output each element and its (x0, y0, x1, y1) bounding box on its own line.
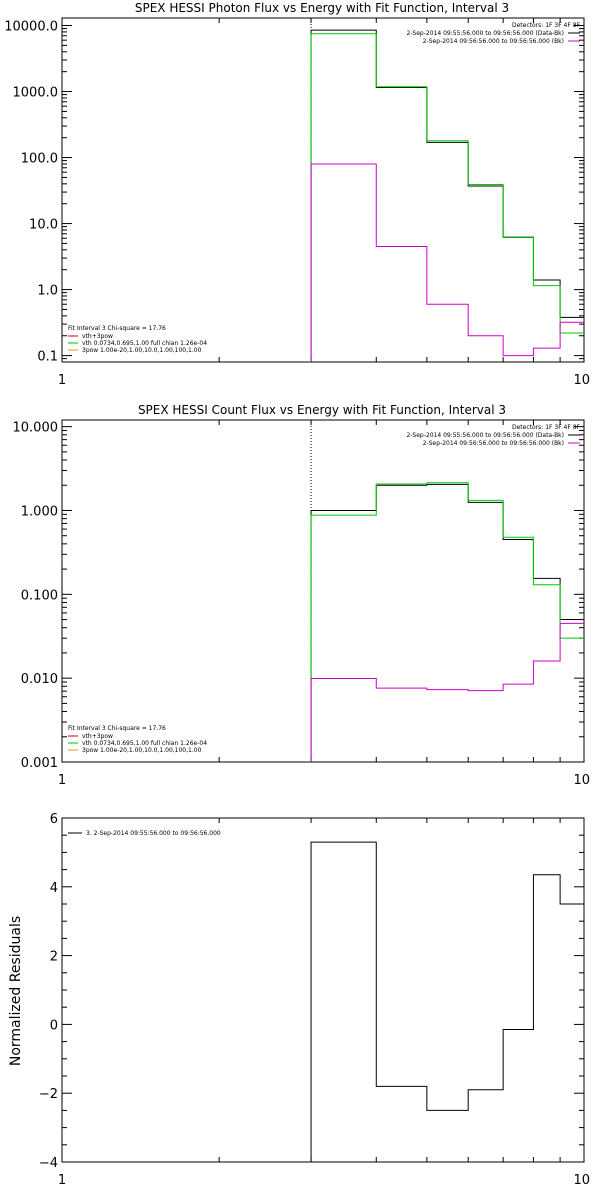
y-tick-label: 100.0 (21, 152, 58, 167)
fit-legend-header: Fit Interval 3 Chi-square = 17.76 (68, 325, 166, 332)
legend-entry: 2-Sep-2014 09:55:56.000 to 09:56:56.000 … (406, 30, 564, 37)
y-tick-label: 0.001 (21, 756, 58, 771)
x-tick-label: 1 (58, 373, 66, 388)
residuals-ylabel: Normalized Residuals (8, 916, 24, 1066)
plot-frame (61, 17, 585, 363)
series-2-histogram (310, 163, 584, 362)
fit-legend-entry: 3pow 1.00e-20,1.00,10.0,1.00,100,1.00 (82, 347, 202, 354)
fit-legend-entry: vth 0.0734,0.695,1.00 full chian 1.26e-0… (82, 740, 207, 747)
fit-legend-entry: vth 0.0734,0.695,1.00 full chian 1.26e-0… (82, 340, 207, 347)
legend-entry: 2-Sep-2014 09:56:56.000 to 09:56:56.000 … (423, 38, 564, 45)
legend-header: Detectors: 1F 3F 4F 8F (512, 22, 581, 29)
fit-legend-header: Fit Interval 3 Chi-square = 17.76 (68, 725, 166, 732)
legend-entry: 2-Sep-2014 09:56:56.000 to 09:56:56.000 … (423, 440, 564, 447)
plot-frame (61, 817, 585, 1163)
y-tick-label: 6 (50, 812, 58, 827)
x-tick-label: 10 (573, 373, 590, 388)
count-flux-panel: SPEX HESSI Count Flux vs Energy with Fit… (13, 403, 591, 788)
y-tick-label: 10000.0 (4, 20, 58, 35)
fit-legend-entry: vth+3pow (82, 733, 113, 740)
y-tick-label: 10.0 (29, 218, 58, 233)
x-tick-label: 1 (58, 773, 66, 788)
x-tick-label: 10 (573, 1173, 590, 1188)
legend-entry: 2-Sep-2014 09:55:56.000 to 09:56:56.000 … (406, 432, 564, 439)
y-tick-label: 2 (50, 950, 58, 965)
legend-header: Detectors: 1F 3F 4F 8F (512, 424, 581, 431)
y-tick-label: 0 (50, 1018, 58, 1033)
y-tick-label: 1.0 (37, 284, 58, 299)
residual-legend-entry: 3. 2-Sep-2014 09:55:56.000 to 09:56:56.0… (86, 830, 221, 837)
series-0-histogram (310, 841, 584, 1162)
x-tick-label: 1 (58, 1173, 66, 1188)
residuals-panel: Normalized Residuals 1 10 −4 −2 0 2 4 6 3. 2-Sep… (8, 812, 590, 1188)
series-2-histogram (310, 622, 584, 762)
y-tick-label: 0.010 (21, 672, 58, 687)
y-tick-label: 10.000 (13, 421, 59, 436)
y-tick-label: −4 (39, 1156, 58, 1171)
fit-legend-entry: 3pow 1.00e-20,1.00,10.0,1.00,100,1.00 (82, 747, 202, 754)
y-tick-label: 0.1 (37, 350, 58, 365)
count-flux-title: SPEX HESSI Count Flux vs Energy with Fit… (138, 403, 506, 417)
y-tick-label: 0.100 (21, 588, 58, 603)
y-tick-label: 1.000 (21, 504, 58, 519)
y-tick-label: 4 (50, 881, 58, 896)
photon-flux-title: SPEX HESSI Photon Flux vs Energy with Fi… (135, 1, 509, 15)
plot-frame (61, 419, 585, 763)
y-tick-label: 1000.0 (13, 86, 59, 101)
series-1-histogram (310, 482, 584, 762)
x-tick-label: 10 (573, 773, 590, 788)
y-tick-label: −2 (39, 1087, 58, 1102)
fit-legend-entry: vth+3pow (82, 333, 113, 340)
photon-flux-panel: SPEX HESSI Photon Flux vs Energy with Fi… (4, 1, 590, 388)
series-0-histogram (310, 29, 584, 362)
series-1-histogram (310, 33, 584, 362)
series-0-histogram (310, 483, 584, 762)
